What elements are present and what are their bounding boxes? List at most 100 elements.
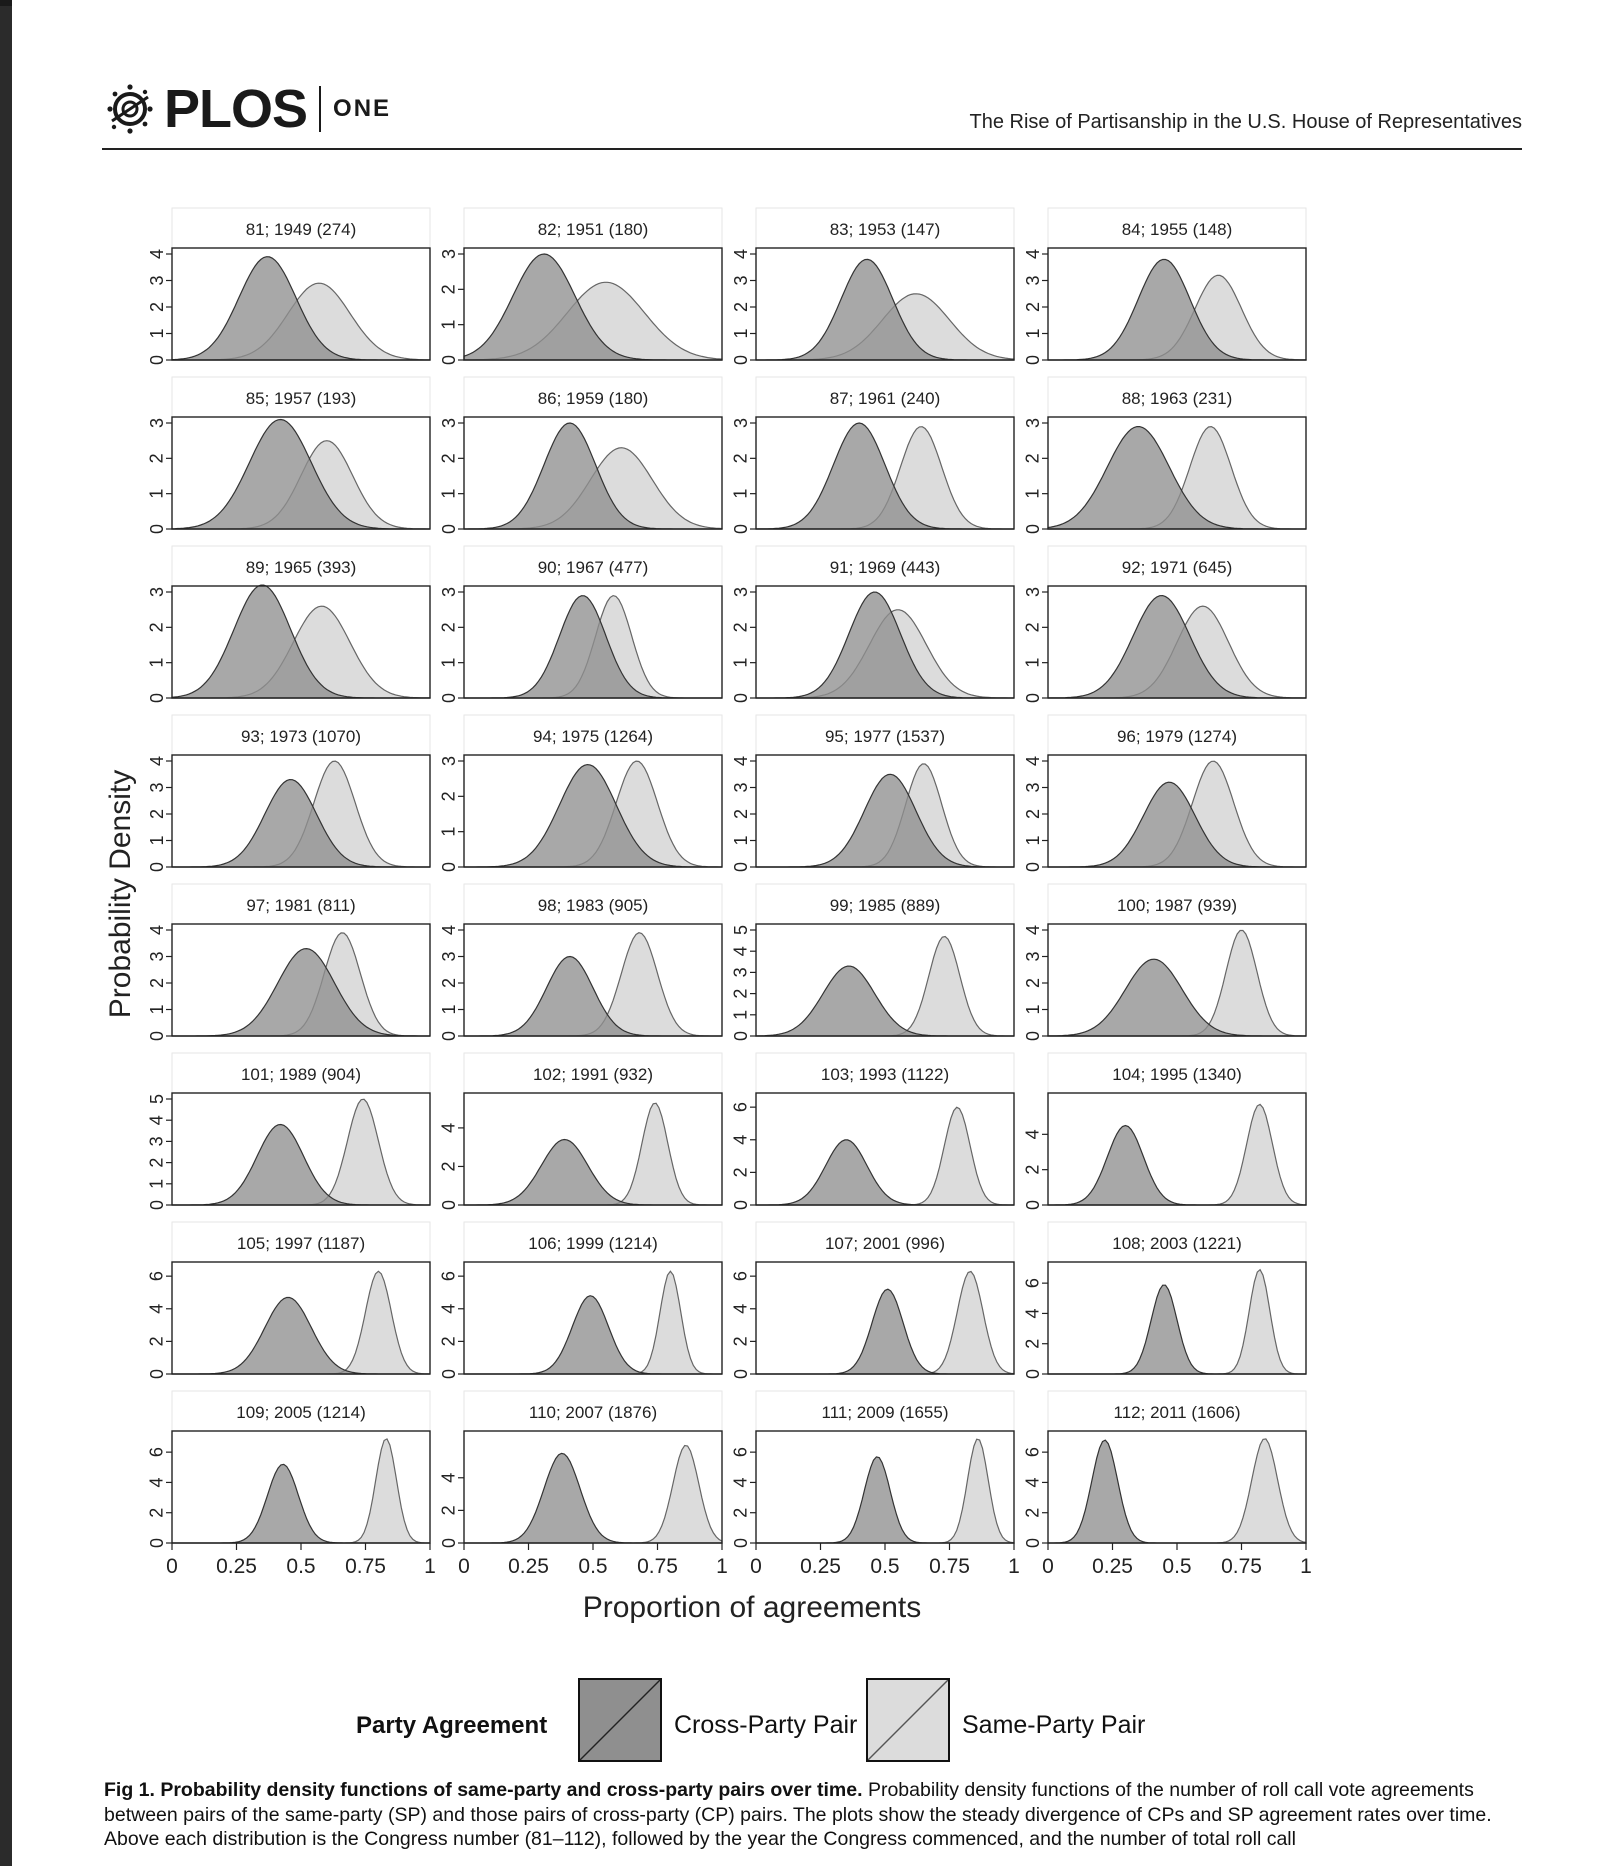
y-tick-label: 2: [1023, 453, 1043, 463]
cross-party-density: [171, 418, 430, 530]
y-tick-label: 3: [147, 951, 167, 961]
panel-frame: [1047, 247, 1307, 361]
y-tick-label: 3: [147, 275, 167, 285]
x-tick-label: 0.5: [870, 1555, 899, 1578]
y-tick-label: 2: [1023, 1339, 1043, 1349]
y-tick-label: 0: [1023, 1031, 1043, 1041]
y-tick-label: 0: [439, 1538, 459, 1548]
panel-frame: [171, 247, 431, 361]
cross-party-density: [464, 763, 722, 868]
paper-page: PLOS ONE The Rise of Partisanship in the…: [12, 0, 1597, 1866]
panel-frame: [463, 247, 723, 361]
y-axis-title: Probability Density: [104, 770, 137, 1018]
panel-strip: [755, 1221, 1015, 1263]
y-tick-label: 0: [439, 524, 459, 534]
x-tick-label: 1: [1008, 1555, 1020, 1578]
y-tick-label: 1: [439, 658, 459, 668]
panel-frame: [171, 754, 431, 868]
x-tick-label: 0.5: [1162, 1555, 1191, 1578]
y-tick-label: 4: [1023, 1129, 1043, 1139]
y-tick-label: 3: [1023, 275, 1043, 285]
y-tick-label: 4: [147, 756, 167, 766]
y-tick-label: 1: [731, 658, 751, 668]
panel-frame: [1047, 1261, 1307, 1375]
cross-party-density: [1048, 258, 1306, 361]
y-tick-label: 1: [731, 328, 751, 338]
y-tick-label: 2: [439, 1161, 459, 1171]
cross-party-density: [464, 422, 722, 530]
panel-frame: [171, 1092, 431, 1206]
panel-strip: [755, 545, 1015, 587]
y-tick-label: 4: [147, 1477, 167, 1487]
x-tick-label: 0.5: [286, 1555, 315, 1578]
logo-wordmark: PLOS: [164, 79, 308, 139]
y-tick-label: 2: [147, 809, 167, 819]
y-tick-label: 6: [147, 1271, 167, 1281]
y-tick-label: 1: [731, 489, 751, 499]
panel-strip: [755, 1052, 1015, 1094]
y-tick-label: 2: [439, 1336, 459, 1346]
panel-frame: [463, 585, 723, 699]
y-tick-label: 3: [731, 782, 751, 792]
panel-title: 92; 1971 (645): [1122, 558, 1233, 577]
y-tick-label: 0: [731, 355, 751, 365]
panel-strip: [1047, 714, 1307, 756]
legend-label-cross-party: Cross-Party Pair: [674, 1711, 858, 1739]
panel-title: 112; 2011 (1606): [1114, 1403, 1241, 1422]
panel-title: 88; 1963 (231): [1122, 389, 1233, 408]
panel-title: 106; 1999 (1214): [528, 1234, 658, 1253]
same-party-density: [756, 1106, 1014, 1206]
y-tick-label: 0: [731, 1369, 751, 1379]
y-tick-label: 4: [731, 1477, 751, 1487]
y-tick-label: 3: [147, 418, 167, 428]
cross-party-density: [1047, 426, 1306, 530]
page-header: PLOS ONE The Rise of Partisanship in the…: [102, 78, 1522, 150]
panel-title: 101; 1989 (904): [241, 1065, 361, 1084]
cross-party-density: [1047, 594, 1306, 699]
panel-title: 95; 1977 (1537): [825, 727, 945, 746]
panel-frame: [171, 585, 431, 699]
y-tick-label: 0: [731, 1031, 751, 1041]
x-tick-label: 0.25: [1092, 1555, 1133, 1578]
y-tick-label: 2: [1023, 302, 1043, 312]
y-tick-label: 1: [439, 827, 459, 837]
panel-frame: [1047, 585, 1307, 699]
panel-strip: [463, 1390, 723, 1432]
cross-party-density: [172, 947, 430, 1037]
y-tick-label: 2: [731, 809, 751, 819]
y-tick-label: 0: [147, 1200, 167, 1210]
y-tick-label: 4: [147, 1115, 167, 1125]
caption-lead: Fig 1. Probability density functions of …: [104, 1779, 863, 1801]
y-tick-label: 6: [731, 1271, 751, 1281]
panel-frame: [463, 1261, 723, 1375]
plos-logo-icon: [107, 84, 153, 134]
panel-title: 94; 1975 (1264): [533, 727, 653, 746]
y-tick-label: 4: [147, 925, 167, 935]
panel-strip: [171, 883, 431, 925]
y-tick-label: 0: [439, 862, 459, 872]
y-tick-label: 4: [1023, 925, 1043, 935]
panel-title: 105; 1997 (1187): [237, 1234, 365, 1253]
cross-party-density: [464, 955, 722, 1037]
panel-title: 110; 2007 (1876): [529, 1403, 657, 1422]
panel-title: 103; 1993 (1122): [821, 1065, 949, 1084]
y-tick-label: 3: [439, 951, 459, 961]
y-tick-label: 2: [439, 284, 459, 294]
y-tick-label: 4: [439, 925, 459, 935]
panel-frame: [171, 416, 431, 530]
x-axis-title: Proportion of agreements: [583, 1591, 922, 1624]
panel-title: 107; 2001 (996): [825, 1234, 945, 1253]
y-tick-label: 0: [1023, 355, 1043, 365]
y-tick-label: 3: [147, 587, 167, 597]
journal-logo: PLOS ONE: [102, 78, 391, 140]
panel-frame: [463, 416, 723, 530]
y-tick-label: 2: [439, 622, 459, 632]
y-tick-label: 0: [147, 524, 167, 534]
panel-title: 87; 1961 (240): [830, 389, 941, 408]
y-tick-label: 6: [731, 1447, 751, 1457]
panel-strip: [463, 883, 723, 925]
y-tick-label: 2: [439, 453, 459, 463]
y-tick-label: 0: [731, 862, 751, 872]
panel-strip: [1047, 1052, 1307, 1094]
panel-frame: [755, 416, 1015, 530]
